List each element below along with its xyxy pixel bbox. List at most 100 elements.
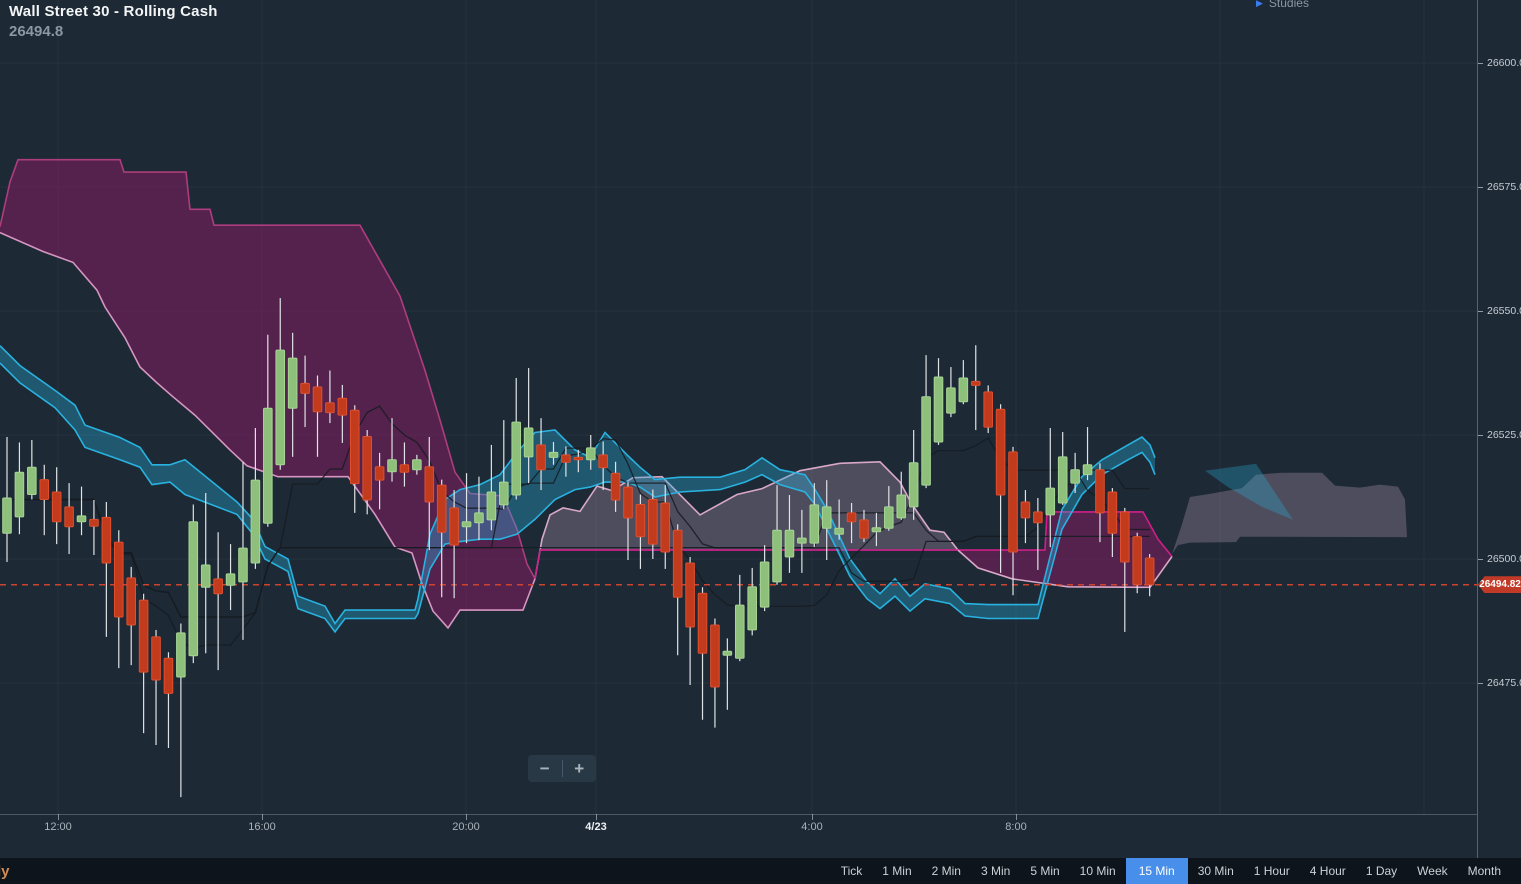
candle-bearish bbox=[660, 502, 671, 553]
candle-bullish bbox=[523, 427, 534, 458]
last-price-readout: 26494.8 bbox=[9, 23, 64, 40]
candle-bearish bbox=[859, 519, 869, 539]
candle-bearish bbox=[536, 444, 546, 471]
candle-bullish bbox=[933, 376, 944, 443]
candle-bearish bbox=[672, 529, 683, 598]
time-axis-label: 12:00 bbox=[44, 821, 72, 833]
timeframe-10-min[interactable]: 10 Min bbox=[1079, 864, 1116, 878]
candle-bullish bbox=[1070, 469, 1080, 484]
candle-bullish bbox=[896, 494, 907, 519]
candle-bearish bbox=[39, 479, 50, 500]
timeframe-30-min[interactable]: 30 Min bbox=[1197, 864, 1234, 878]
candle-bearish bbox=[300, 382, 310, 394]
ichimoku-purple-cloud-bottom-line bbox=[0, 231, 536, 630]
candle-bullish bbox=[908, 462, 919, 508]
price-axis-label: 26600.0 bbox=[1478, 56, 1521, 70]
ichimoku-teal-band-bottom-line bbox=[0, 362, 1156, 634]
candle-bullish bbox=[200, 564, 211, 588]
candle-bullish bbox=[958, 377, 969, 403]
time-axis-tick bbox=[58, 814, 59, 820]
candle-bearish bbox=[163, 657, 174, 694]
candle-bullish bbox=[884, 506, 894, 529]
timeframe-5-min[interactable]: 5 Min bbox=[1030, 864, 1060, 878]
price-axis-label: 26500.0 bbox=[1478, 552, 1521, 566]
candle-bullish bbox=[921, 396, 931, 486]
zoom-out-button[interactable]: − bbox=[528, 756, 562, 781]
candle-bullish bbox=[176, 632, 186, 678]
candle-bearish bbox=[1033, 511, 1043, 524]
ichimoku-purple-cloud-2 bbox=[958, 511, 1172, 588]
ichimoku-mauve-cloud-bottom-line bbox=[534, 549, 958, 579]
timeframe-2-min[interactable]: 2 Min bbox=[931, 864, 961, 878]
time-axis-label: 4/23 bbox=[585, 821, 607, 833]
candle-bullish bbox=[772, 529, 782, 583]
candle-bearish bbox=[610, 472, 621, 501]
candle-bearish bbox=[213, 578, 223, 595]
candle-bullish bbox=[548, 451, 559, 458]
price-axis-label: 26475.0 bbox=[1478, 676, 1521, 690]
candle-bullish bbox=[809, 504, 820, 544]
price-chart-canvas[interactable] bbox=[0, 0, 1477, 858]
last-price-tag: 26494.82 bbox=[1478, 576, 1521, 594]
time-axis-label: 4:00 bbox=[801, 821, 823, 833]
future-mauve-cloud bbox=[1172, 472, 1407, 554]
candle-bearish bbox=[449, 507, 459, 546]
candle-bullish bbox=[747, 586, 758, 631]
candle-bullish bbox=[784, 529, 795, 558]
timeframe-1-hour[interactable]: 1 Hour bbox=[1253, 864, 1290, 878]
zoom-in-button[interactable]: + bbox=[563, 756, 597, 781]
timeframe-15-min[interactable]: 15 Min bbox=[1125, 858, 1188, 884]
candle-bearish bbox=[399, 464, 410, 473]
time-axis-label: 8:00 bbox=[1005, 821, 1027, 833]
candle-bullish bbox=[734, 604, 745, 659]
candle-bearish bbox=[1120, 511, 1130, 563]
candle-bearish bbox=[697, 592, 708, 654]
candle-bullish bbox=[387, 459, 397, 473]
studies-arrow-icon: ▶ bbox=[1256, 0, 1263, 8]
candle-bearish bbox=[101, 516, 112, 564]
candle-bullish bbox=[1045, 487, 1056, 516]
timeframe-week[interactable]: Week bbox=[1417, 864, 1448, 878]
candle-bullish bbox=[499, 481, 509, 506]
candle-bullish bbox=[871, 527, 882, 533]
time-axis-tick bbox=[812, 814, 813, 820]
candle-bullish bbox=[759, 561, 770, 608]
price-axis-label: 26525.0 bbox=[1478, 428, 1521, 442]
time-axis-tick bbox=[596, 814, 597, 820]
time-axis-label: 16:00 bbox=[248, 821, 276, 833]
candle-bearish bbox=[362, 435, 372, 501]
candle-bearish bbox=[349, 409, 360, 485]
timeframe-tick[interactable]: Tick bbox=[840, 864, 863, 878]
candle-bearish bbox=[436, 484, 447, 533]
candle-bullish bbox=[461, 521, 472, 528]
candle-bullish bbox=[238, 547, 248, 583]
timeframe-1-min[interactable]: 1 Min bbox=[882, 864, 912, 878]
candle-bullish bbox=[946, 387, 956, 414]
studies-label: Studies bbox=[1268, 0, 1309, 10]
candle-bullish bbox=[14, 471, 25, 518]
time-axis-tick bbox=[1016, 814, 1017, 820]
candle-bearish bbox=[113, 541, 124, 618]
candle-bearish bbox=[64, 506, 74, 528]
timeframe-3-min[interactable]: 3 Min bbox=[980, 864, 1011, 878]
candle-bearish bbox=[1095, 469, 1105, 514]
candle-bearish bbox=[635, 503, 646, 538]
candle-bullish bbox=[287, 357, 298, 409]
price-axis-label: 26550.0 bbox=[1478, 304, 1521, 318]
candle-bullish bbox=[585, 447, 596, 461]
studies-menu[interactable]: ▶ Studies bbox=[1256, 0, 1309, 10]
timeframe-items: Tick 1 Min 2 Min 3 Min 5 Min 10 Min 15 Min 30 M… bbox=[831, 858, 1521, 884]
candle-bullish bbox=[412, 459, 422, 471]
timeframe-month[interactable]: Month bbox=[1467, 864, 1501, 878]
candle-bearish bbox=[1107, 491, 1118, 534]
price-axis[interactable]: 26494.82 26600.0 26575.0 26550.0 26525.0 265… bbox=[1477, 0, 1521, 858]
timeframe-4-hour[interactable]: 4 Hour bbox=[1309, 864, 1346, 878]
candle-bearish bbox=[623, 486, 633, 519]
candle-bearish bbox=[598, 454, 608, 469]
candle-bearish bbox=[648, 498, 658, 545]
candle-bullish bbox=[188, 521, 199, 657]
candle-bullish bbox=[2, 497, 12, 534]
timeframe-1-day[interactable]: 1 Day bbox=[1365, 864, 1398, 878]
time-axis-line bbox=[0, 814, 1477, 815]
